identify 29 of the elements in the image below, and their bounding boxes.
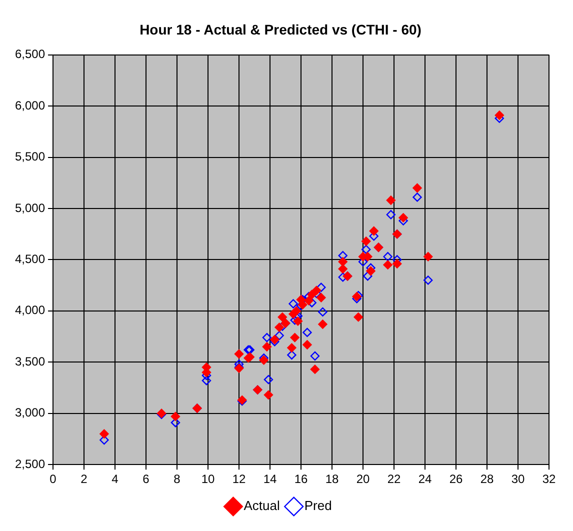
x-tick-label: 30 [511, 472, 525, 486]
x-tick-label: 12 [232, 472, 246, 486]
chart-title: Hour 18 - Actual & Predicted vs (CTHI - 60) [140, 21, 422, 38]
y-tick-label: 6,500 [15, 47, 46, 62]
x-tick-label: 24 [418, 472, 432, 486]
legend-label: Pred [304, 498, 332, 514]
x-tick-label: 28 [480, 472, 494, 486]
x-tick-label: 8 [174, 472, 181, 486]
x-tick-label: 20 [356, 472, 370, 486]
x-tick-label: 2 [80, 472, 88, 486]
y-tick-label: 4,000 [15, 303, 46, 318]
x-tick-label: 0 [50, 472, 57, 486]
y-tick-label: 5,500 [15, 150, 46, 164]
x-tick-label: 18 [325, 472, 340, 486]
x-tick-label: 6 [142, 472, 150, 486]
legend-label: Actual [244, 498, 280, 514]
y-tick-label: 3,000 [15, 406, 46, 420]
x-tick-label: 10 [201, 472, 216, 486]
y-tick-label: 6,000 [15, 98, 46, 112]
x-tick-label: 14 [263, 472, 278, 486]
y-tick-label: 4,500 [15, 252, 46, 266]
y-tick-label: 2,500 [15, 456, 46, 471]
y-tick-label: 5,000 [15, 200, 46, 215]
x-tick-label: 22 [387, 472, 402, 486]
x-tick-label: 4 [112, 472, 119, 486]
x-tick-label: 32 [542, 472, 556, 486]
x-tick-label: 26 [449, 472, 463, 486]
x-tick-label: 16 [294, 472, 308, 486]
y-tick-label: 3,500 [15, 354, 46, 368]
